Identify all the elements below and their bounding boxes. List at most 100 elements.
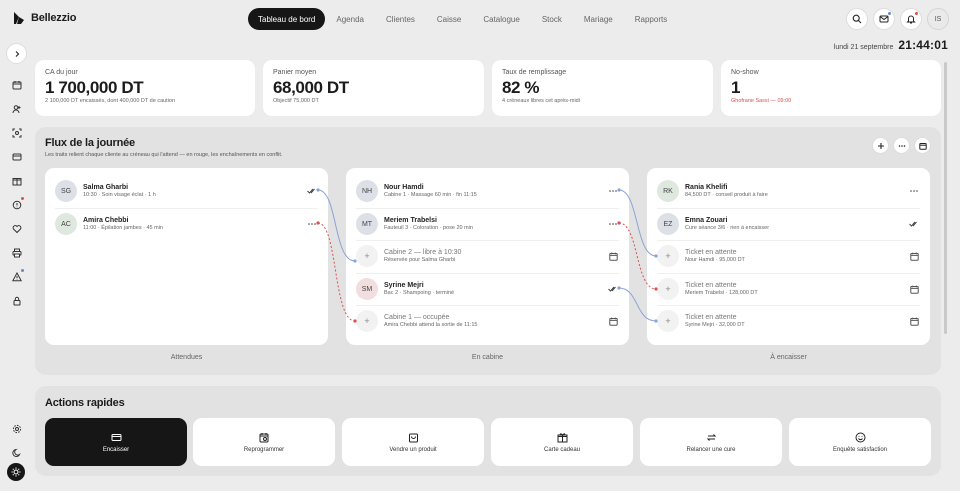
sidebar-item-alertes[interactable] bbox=[8, 196, 25, 213]
scrollbar[interactable] bbox=[944, 62, 947, 334]
sidebar-item-incidents[interactable] bbox=[8, 268, 25, 285]
tab-clientes[interactable]: Clientes bbox=[385, 14, 415, 24]
tab-caisse[interactable]: Caisse bbox=[436, 14, 462, 24]
enquete-satisfaction-button[interactable]: Enquête satisfaction bbox=[789, 418, 931, 466]
mail-icon bbox=[879, 14, 889, 24]
slot-card[interactable]: + Cabine 2 — libre à 10:30 Réservée pour S… bbox=[356, 243, 619, 269]
calendar-icon[interactable] bbox=[908, 317, 920, 326]
dots-icon[interactable] bbox=[607, 187, 619, 195]
dots-icon[interactable] bbox=[908, 187, 920, 195]
sidebar-item-agenda[interactable] bbox=[8, 76, 25, 93]
kpi-sub: 2 100,000 DT encaissés, dont 400,000 DT … bbox=[45, 98, 176, 104]
tab-rapports[interactable]: Rapports bbox=[634, 14, 668, 24]
calendar-icon[interactable] bbox=[607, 252, 619, 261]
kpi-no-show[interactable]: No-show 1 Ghofrane Sassi — 09:00 bbox=[721, 60, 941, 116]
slot-card[interactable]: + Ticket en attente Meriem Trabelsi · 128,… bbox=[657, 276, 920, 302]
slot-card[interactable]: + Ticket en attente Syrine Mejri · 32,000 … bbox=[657, 308, 920, 334]
kpi-taux-remplissage[interactable]: Taux de remplissage 82 % 4 créneaux libr… bbox=[492, 60, 713, 116]
kpi-ca-du-jour[interactable]: CA du jour 1 700,000 DT 2 100,000 DT enc… bbox=[35, 60, 255, 116]
encaisser-button[interactable]: Encaisser bbox=[45, 418, 187, 466]
card-name: Rania Khelifi bbox=[685, 184, 728, 191]
card-detail: 11:00 · Épilation jambes · 45 min bbox=[83, 225, 163, 231]
card-name: Ticket en attente bbox=[685, 314, 737, 321]
sidebar-item-scan[interactable] bbox=[8, 124, 25, 141]
calendar-icon[interactable] bbox=[908, 285, 920, 294]
row-separator bbox=[356, 273, 619, 274]
datetime: lundi 21 septembre 21:44:01 bbox=[834, 38, 948, 52]
card-text: Salma Gharbi 10:30 · Soin visage éclat · … bbox=[83, 184, 306, 198]
kpi-sub: 4 créneaux libres cet après-midi bbox=[502, 98, 580, 104]
tab-mariage[interactable]: Mariage bbox=[583, 14, 613, 24]
double-check-icon[interactable] bbox=[908, 220, 920, 228]
reprogrammer-button[interactable]: Reprogrammer bbox=[193, 418, 335, 466]
tab-tableau-de-bord[interactable]: Tableau de bord bbox=[248, 8, 326, 30]
sidebar-item-fidelite[interactable] bbox=[8, 220, 25, 237]
row-separator bbox=[657, 273, 920, 274]
brand-logo[interactable]: Bellezzio bbox=[12, 11, 76, 25]
quick-actions-title: Actions rapides bbox=[45, 397, 125, 409]
calendar-icon[interactable] bbox=[607, 317, 619, 326]
user-avatar[interactable]: IS bbox=[927, 8, 949, 30]
vendre-produit-button[interactable]: Vendre un produit bbox=[342, 418, 484, 466]
sidebar-item-settings[interactable] bbox=[8, 420, 25, 437]
sidebar-item-caisse[interactable] bbox=[8, 148, 25, 165]
tab-agenda[interactable]: Agenda bbox=[336, 14, 364, 24]
relancer-cure-button[interactable]: Relancer une cure bbox=[640, 418, 782, 466]
card-detail: Meriem Trabelsi · 128,000 DT bbox=[685, 290, 758, 296]
light-mode-button[interactable] bbox=[7, 463, 25, 481]
card-detail: Amira Chebbi attend la sortie de 11:15 bbox=[384, 322, 478, 328]
client-avatar: NH bbox=[356, 180, 378, 202]
dots-icon[interactable] bbox=[607, 220, 619, 228]
calendar-icon[interactable] bbox=[908, 252, 920, 261]
tab-catalogue[interactable]: Catalogue bbox=[483, 14, 520, 24]
gift-icon bbox=[12, 176, 22, 186]
info-dot bbox=[21, 269, 24, 272]
sidebar-item-securite[interactable] bbox=[8, 292, 25, 309]
tab-stock[interactable]: Stock bbox=[541, 14, 562, 24]
sidebar-item-cadeaux[interactable] bbox=[8, 172, 25, 189]
card-detail: Fauteuil 3 · Coloration · pose 20 min bbox=[384, 225, 473, 231]
client-avatar: SM bbox=[356, 278, 378, 300]
client-card[interactable]: SM Syrine Mejri Bac 2 · Shampoing · termin… bbox=[356, 276, 619, 302]
card-text: Ticket en attente Meriem Trabelsi · 128,0… bbox=[685, 282, 908, 296]
client-card[interactable]: EZ Emna Zouari Cure séance 3/6 · rien à en… bbox=[657, 211, 920, 237]
more-button[interactable] bbox=[893, 137, 910, 154]
moon-icon bbox=[11, 448, 22, 458]
double-check-icon[interactable] bbox=[306, 187, 318, 195]
lock-icon bbox=[12, 296, 22, 306]
add-button[interactable] bbox=[872, 137, 889, 154]
kpi-label: No-show bbox=[731, 69, 759, 76]
column-attendues: SG Salma Gharbi 10:30 · Soin visage éclat … bbox=[45, 168, 328, 345]
calendar-icon bbox=[12, 80, 22, 90]
notifications-button[interactable] bbox=[900, 8, 922, 30]
card-text: Rania Khelifi 84,500 DT · conseil produit… bbox=[685, 184, 908, 198]
card-detail: Cabine 1 · Massage 60 min · fin 11:15 bbox=[384, 192, 477, 198]
search-button[interactable] bbox=[846, 8, 868, 30]
row-separator bbox=[657, 240, 920, 241]
client-card[interactable]: NH Nour Hamdi Cabine 1 · Massage 60 min · … bbox=[356, 178, 619, 204]
dots-icon[interactable] bbox=[306, 220, 318, 228]
action-label: Encaisser bbox=[102, 446, 130, 453]
client-avatar: MT bbox=[356, 213, 378, 235]
sidebar-item-clientes[interactable] bbox=[8, 100, 25, 117]
kpi-value: 1 bbox=[731, 78, 741, 97]
flux-panel: Flux de la journée Les traits relient ch… bbox=[35, 127, 941, 375]
card-text: Cabine 2 — libre à 10:30 Réservée pour Sa… bbox=[384, 249, 607, 263]
column-label-en-cabine: En cabine bbox=[471, 354, 504, 361]
sidebar-item-dark-mode[interactable] bbox=[8, 444, 25, 461]
calendar-button[interactable] bbox=[914, 137, 931, 154]
client-card[interactable]: SG Salma Gharbi 10:30 · Soin visage éclat … bbox=[55, 178, 318, 204]
client-card[interactable]: AC Amira Chebbi 11:00 · Épilation jambes ·… bbox=[55, 211, 318, 237]
carte-cadeau-button[interactable]: Carte cadeau bbox=[491, 418, 633, 466]
kpi-panier-moyen[interactable]: Panier moyen 68,000 DT Objectif 75,000 D… bbox=[263, 60, 484, 116]
slot-card[interactable]: + Cabine 1 — occupée Amira Chebbi attend l… bbox=[356, 308, 619, 334]
dots-icon bbox=[898, 142, 906, 150]
sidebar-item-impression[interactable] bbox=[8, 244, 25, 261]
sidebar-toggle-button[interactable] bbox=[6, 43, 27, 64]
messages-button[interactable] bbox=[873, 8, 895, 30]
slot-card[interactable]: + Ticket en attente Nour Hamdi · 95,000 DT bbox=[657, 243, 920, 269]
client-card[interactable]: MT Meriem Trabelsi Fauteuil 3 · Coloration… bbox=[356, 211, 619, 237]
double-check-icon[interactable] bbox=[607, 285, 619, 293]
client-card[interactable]: RK Rania Khelifi 84,500 DT · conseil produ… bbox=[657, 178, 920, 204]
warning-icon bbox=[11, 271, 22, 282]
